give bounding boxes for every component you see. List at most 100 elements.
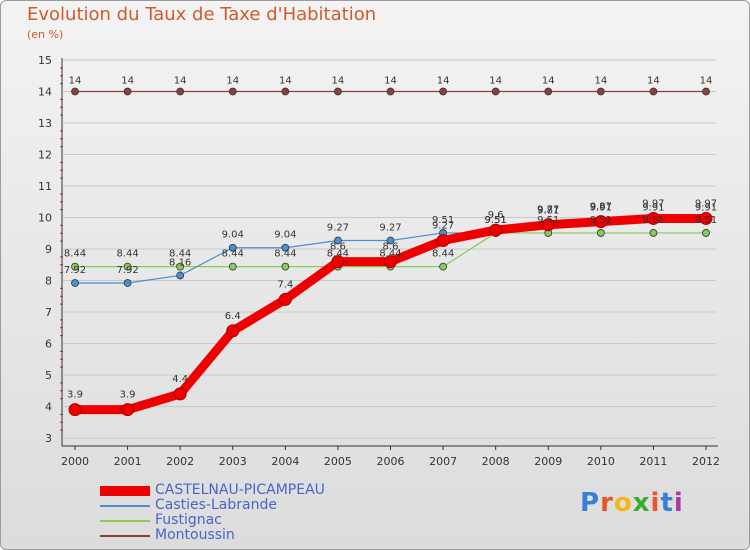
logo-letter: r	[600, 488, 614, 518]
data-label: 9.91	[590, 202, 612, 213]
point-fustignac	[702, 229, 710, 237]
data-label: 14	[121, 76, 134, 87]
data-label: 9.27	[379, 222, 401, 233]
point-montoussin	[439, 87, 447, 96]
data-label: 3.9	[120, 390, 136, 401]
data-label: 9.27	[327, 222, 349, 233]
point-fustignac	[176, 262, 185, 271]
legend-label: Casties-Labrande	[155, 497, 277, 513]
x-tick-2002: 2002	[166, 455, 194, 468]
data-label: 7.4	[277, 279, 293, 290]
data-label: 14	[700, 76, 713, 87]
data-label: 4.4	[172, 374, 188, 385]
data-label: 7.92	[64, 265, 86, 276]
legend-label: Fustignac	[155, 512, 222, 528]
point-casties-labrande	[228, 243, 237, 252]
logo-letter: x	[632, 488, 651, 518]
point-fustignac	[71, 262, 79, 271]
y-tick-9: 9	[45, 243, 52, 256]
data-label: 3.9	[67, 390, 83, 401]
data-label: 14	[437, 76, 450, 87]
y-tick-6: 6	[45, 338, 52, 351]
x-tick-2011: 2011	[639, 455, 667, 468]
data-label: 9.51	[695, 215, 717, 226]
x-tick-2006: 2006	[377, 455, 405, 468]
x-tick-2001: 2001	[114, 455, 142, 468]
data-label: 14	[384, 76, 397, 87]
point-casties-labrande	[71, 279, 79, 287]
x-tick-2009: 2009	[534, 455, 562, 468]
data-label: 14	[647, 76, 660, 87]
x-tick-2003: 2003	[219, 455, 247, 468]
data-label: 9.77	[537, 205, 559, 216]
x-tick-2004: 2004	[271, 455, 299, 468]
logo-letter: i	[673, 488, 684, 518]
data-label: 9.51	[590, 215, 612, 226]
point-castelnau	[646, 211, 660, 225]
point-fustignac	[123, 262, 132, 271]
data-label: 9.91	[695, 202, 717, 213]
point-castelnau	[541, 218, 555, 232]
data-label: 8.6	[330, 242, 346, 253]
point-castelnau	[121, 403, 135, 417]
point-casties-labrande	[176, 271, 185, 280]
point-castelnau	[436, 233, 450, 247]
point-casties-labrande	[334, 236, 342, 245]
point-castelnau	[594, 215, 608, 229]
data-label: 8.44	[327, 249, 349, 260]
data-label: 14	[542, 76, 555, 87]
data-label: 7.92	[116, 265, 138, 276]
data-label: 9.51	[642, 215, 664, 226]
data-label: 14	[594, 76, 607, 87]
data-label: 14	[174, 76, 187, 87]
data-label: 9.91	[642, 202, 664, 213]
x-tick-2007: 2007	[429, 455, 457, 468]
data-label: 6.4	[225, 311, 241, 322]
point-castelnau	[173, 387, 187, 401]
grid-lines	[63, 59, 716, 439]
data-label: 9.51	[485, 215, 507, 226]
point-casties-labrande	[386, 236, 395, 245]
point-castelnau	[68, 403, 82, 417]
x-tick-2012: 2012	[692, 455, 720, 468]
x-tick-2008: 2008	[482, 455, 510, 468]
data-label: 9.27	[432, 220, 454, 231]
point-montoussin	[123, 87, 132, 96]
data-label: 8.6	[383, 242, 399, 253]
data-label: 8.44	[169, 249, 191, 260]
data-label: 9.04	[222, 230, 244, 241]
data-label: 14	[226, 76, 239, 87]
point-montoussin	[649, 87, 658, 96]
y-tick-7: 7	[45, 306, 52, 319]
y-tick-10: 10	[38, 212, 52, 225]
point-castelnau	[278, 292, 292, 306]
legend-label: CASTELNAU-PICAMPEAU	[155, 482, 325, 498]
point-castelnau	[384, 255, 397, 269]
data-label: 9.04	[274, 230, 296, 241]
series-lines	[68, 87, 713, 417]
point-montoussin	[176, 87, 185, 96]
data-label: 14	[279, 76, 292, 87]
data-label: 9.87	[590, 202, 612, 213]
data-label: 14	[332, 76, 345, 87]
point-fustignac	[281, 262, 290, 271]
axes	[60, 58, 718, 450]
legend-swatch	[100, 535, 150, 537]
logo-letter: o	[613, 488, 633, 518]
x-tick-2005: 2005	[324, 455, 352, 468]
point-montoussin	[596, 87, 605, 96]
point-montoussin	[71, 87, 79, 96]
x-tick-2010: 2010	[587, 455, 615, 468]
data-label: 8.44	[116, 249, 138, 260]
y-tick-12: 12	[38, 149, 52, 162]
legend-label: Montoussin	[155, 527, 235, 543]
data-label: 9.51	[485, 215, 507, 226]
legend-swatch	[100, 486, 150, 496]
data-label: 9.51	[537, 215, 559, 226]
data-label: 9.6	[488, 210, 504, 221]
y-tick-4: 4	[45, 401, 52, 414]
point-montoussin	[386, 87, 395, 96]
data-label: 8.44	[432, 249, 454, 260]
y-tick-15: 15	[38, 54, 52, 67]
point-montoussin	[281, 87, 290, 96]
